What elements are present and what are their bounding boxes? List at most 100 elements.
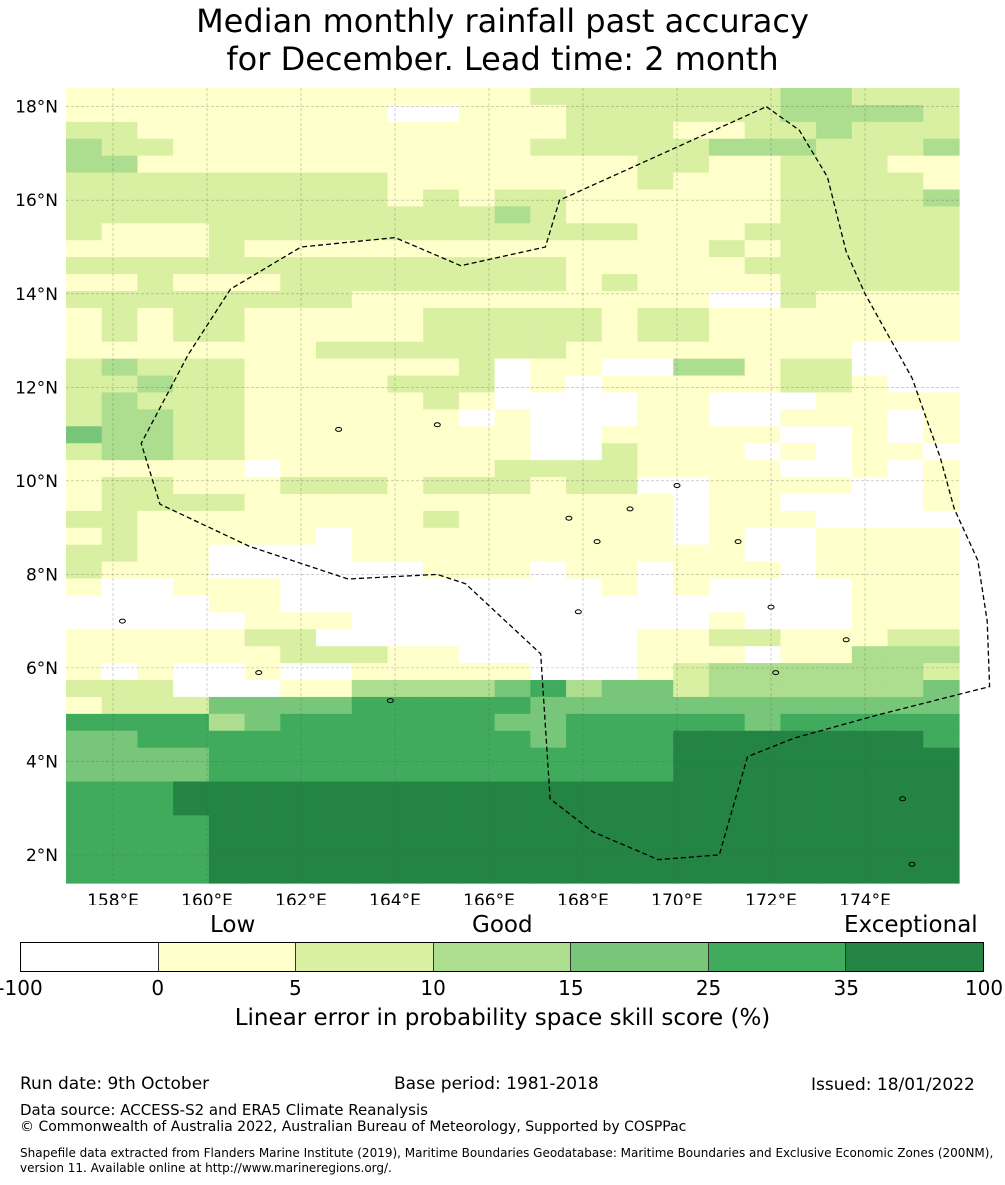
grid-cell xyxy=(244,527,281,546)
colorbar xyxy=(20,942,984,972)
grid-cell xyxy=(316,341,353,360)
grid-cell xyxy=(637,544,674,563)
grid-cell xyxy=(387,392,424,410)
grid-cell xyxy=(851,375,889,394)
colorbar-tick-label: 35 xyxy=(833,976,860,1000)
grid-cell xyxy=(208,426,246,444)
grid-cell xyxy=(208,121,246,140)
grid-cell xyxy=(708,764,746,783)
grid-cell xyxy=(280,155,317,174)
grid-cell xyxy=(208,663,246,681)
grid-cell xyxy=(494,696,531,715)
grid-cell xyxy=(530,578,567,597)
grid-cell xyxy=(423,595,460,613)
grid-cell xyxy=(923,443,960,461)
grid-cell xyxy=(780,764,817,783)
colorbar-tick-label: 10 xyxy=(420,976,446,1000)
grid-cell xyxy=(566,696,603,715)
category-low: Low xyxy=(210,912,256,938)
grid-cell xyxy=(494,460,531,478)
grid-cell xyxy=(66,612,103,630)
grid-cell xyxy=(66,663,103,681)
grid-cell xyxy=(351,274,389,292)
grid-cell xyxy=(637,510,674,529)
grid-cell xyxy=(851,257,889,275)
grid-cell xyxy=(173,663,210,681)
grid-cell xyxy=(744,510,781,529)
grid-cell xyxy=(923,341,960,360)
grid-cell xyxy=(601,88,639,106)
grid-cell xyxy=(387,88,424,106)
grid-cell xyxy=(780,629,817,647)
grid-cell xyxy=(101,88,139,106)
grid-cell xyxy=(173,696,210,715)
grid-cell xyxy=(423,629,460,647)
grid-cell xyxy=(530,561,567,580)
grid-cell xyxy=(780,206,817,224)
grid-cell xyxy=(208,206,246,224)
grid-cell xyxy=(780,527,817,546)
grid-cell xyxy=(458,324,496,343)
grid-cell xyxy=(780,409,817,427)
grid-cell xyxy=(66,375,103,394)
grid-cell xyxy=(887,510,924,529)
grid-cell xyxy=(566,578,603,597)
atoll-outline xyxy=(574,609,582,615)
grid-cell xyxy=(316,510,353,529)
grid-cell xyxy=(566,341,603,360)
grid-cell xyxy=(816,426,853,444)
colorbar-segment xyxy=(571,943,709,971)
grid-cell xyxy=(923,206,960,224)
grid-cell xyxy=(423,121,460,140)
grid-cell xyxy=(280,274,317,292)
grid-cell xyxy=(708,138,746,157)
grid-cell xyxy=(708,815,746,833)
grid-cell xyxy=(923,561,960,580)
grid-cell xyxy=(923,612,960,630)
grid-cell xyxy=(780,358,817,377)
grid-cell xyxy=(458,443,496,461)
grid-cell xyxy=(566,324,603,343)
grid-cell xyxy=(530,206,567,224)
grid-cell xyxy=(923,460,960,478)
grid-cell xyxy=(101,206,139,224)
grid-cell xyxy=(851,781,889,800)
grid-cell xyxy=(66,832,103,850)
grid-cell xyxy=(887,409,924,427)
grid-cell xyxy=(816,443,853,461)
grid-cell xyxy=(458,612,496,630)
grid-cell xyxy=(780,595,817,613)
grid-cell xyxy=(244,409,281,427)
grid-cell xyxy=(637,730,674,749)
grid-cell xyxy=(673,680,710,698)
grid-cell xyxy=(387,477,424,495)
grid-cell xyxy=(316,409,353,427)
grid-cell xyxy=(423,764,460,783)
grid-cell xyxy=(851,680,889,698)
grid-cell xyxy=(673,798,710,816)
grid-cell xyxy=(351,324,389,343)
grid-cell xyxy=(887,121,924,140)
grid-cell xyxy=(601,443,639,461)
grid-cell xyxy=(637,88,674,106)
grid-cell xyxy=(708,544,746,563)
grid-cell xyxy=(101,595,139,613)
grid-cell xyxy=(316,324,353,343)
grid-cell xyxy=(458,561,496,580)
grid-cell xyxy=(423,747,460,766)
grid-cell xyxy=(566,646,603,664)
grid-cell xyxy=(66,646,103,664)
grid-cell xyxy=(66,629,103,647)
grid-cell xyxy=(351,460,389,478)
grid-cell xyxy=(530,477,567,495)
grid-cell xyxy=(780,172,817,191)
grid-cell xyxy=(244,155,281,174)
grid-cell xyxy=(208,443,246,461)
grid-cell xyxy=(673,257,710,275)
grid-cell xyxy=(923,493,960,512)
grid-cell xyxy=(923,88,960,106)
grid-cell xyxy=(494,223,531,241)
grid-cell xyxy=(173,527,210,546)
grid-cell xyxy=(566,663,603,681)
grid-cell xyxy=(173,240,210,258)
